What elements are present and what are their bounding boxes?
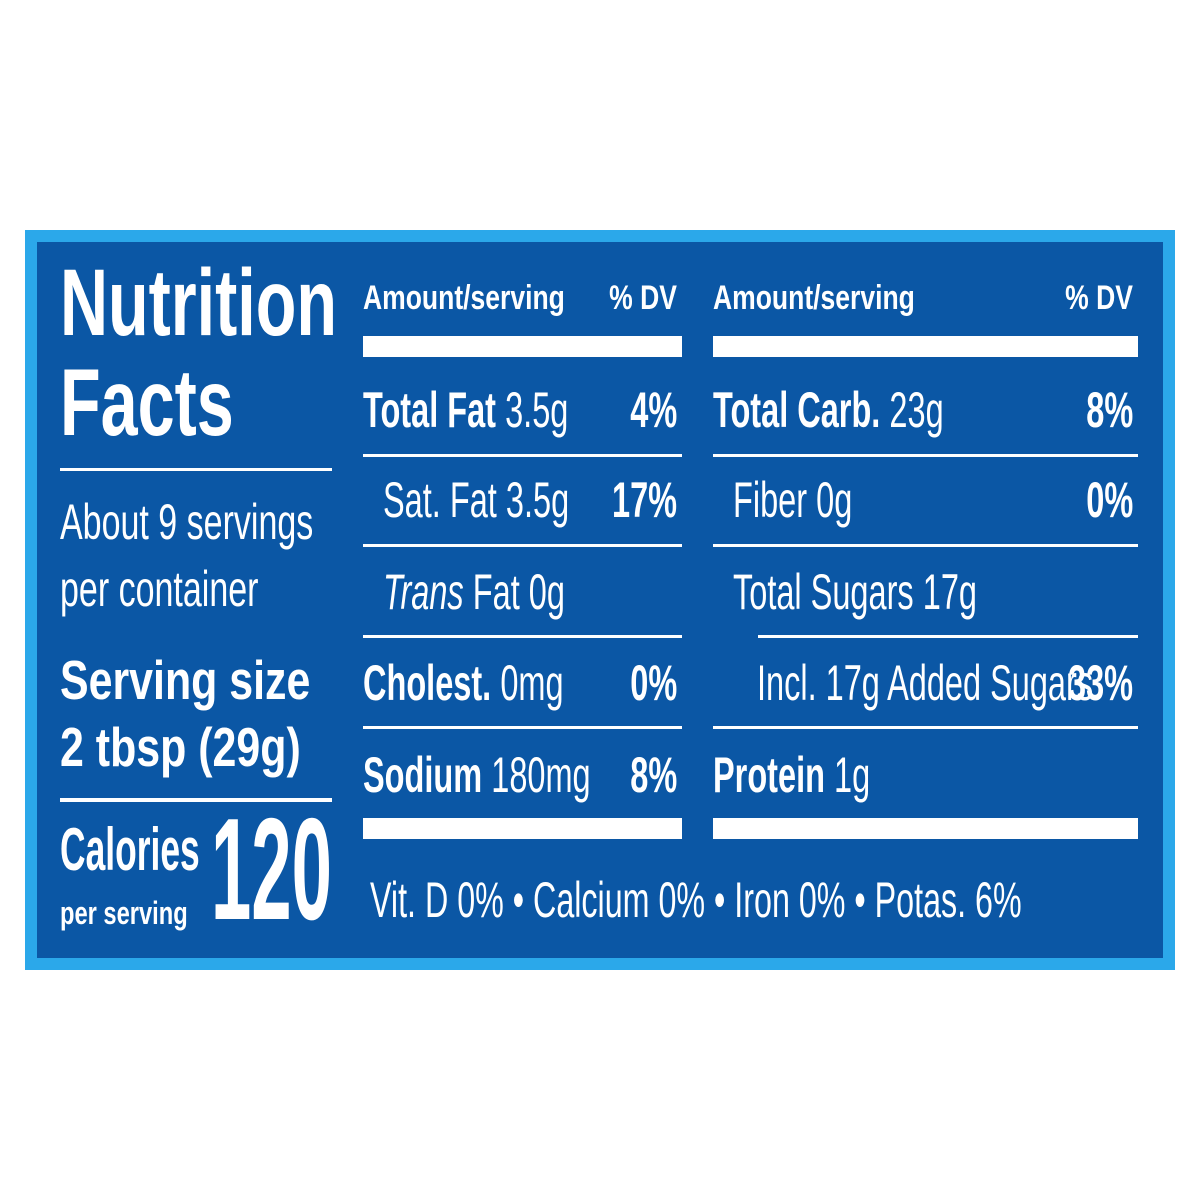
nutrient-name: Total Fat xyxy=(363,382,497,438)
nutrient-name: Fiber xyxy=(733,472,808,528)
header-amount: Amount/serving xyxy=(713,278,915,317)
divider xyxy=(60,468,332,471)
thick-rule xyxy=(713,818,1138,839)
row-rule xyxy=(713,454,1138,457)
nutrient-name: Protein xyxy=(713,747,825,803)
nutrient-row: Cholest. 0mg xyxy=(363,658,564,708)
nutrient-amount: 0g xyxy=(816,472,853,528)
nutrient-amount: 23g xyxy=(889,382,944,438)
nutrient-name: Sodium xyxy=(363,747,483,803)
title: Nutrition xyxy=(60,250,338,357)
nutrient-name: Sat. Fat xyxy=(383,472,497,528)
nutrient-amount: 180mg xyxy=(491,747,591,803)
header-dv: % DV xyxy=(1065,278,1133,317)
nutrient-dv: 33% xyxy=(1067,655,1133,711)
row-rule xyxy=(363,454,682,457)
row-rule xyxy=(713,544,1138,547)
serving-size-value: 2 tbsp (29g) xyxy=(60,715,301,778)
nutrient-row: Total Sugars 17g xyxy=(733,567,977,617)
nutrient-row: Sat. Fat 3.5g xyxy=(383,475,569,525)
nutrient-row: Total Carb. 23g xyxy=(713,385,944,435)
row-rule xyxy=(363,544,682,547)
nutrient-name: Trans xyxy=(383,564,464,620)
nutrient-amount: Fat 0g xyxy=(472,564,565,620)
servings: per container xyxy=(60,561,259,617)
nutrient-amount: 3.5g xyxy=(505,382,569,438)
calories-sublabel: per serving xyxy=(60,895,188,932)
nutrient-amount: 17g xyxy=(922,564,977,620)
thick-rule xyxy=(363,818,682,839)
nutrient-amount: 0mg xyxy=(500,655,564,711)
thick-rule xyxy=(713,336,1138,357)
nutrient-name: Total Carb. xyxy=(713,382,881,438)
nutrient-amount: 3.5g xyxy=(505,472,570,528)
row-rule xyxy=(363,726,682,729)
row-rule xyxy=(713,726,1138,729)
nutrient-dv: 4% xyxy=(630,382,677,438)
row-rule xyxy=(363,635,682,638)
serving-size-label: Serving size xyxy=(60,648,311,711)
calories-label: Calories xyxy=(60,816,200,884)
nutrient-row: Protein 1g xyxy=(713,750,870,800)
nutrient-row: Sodium 180mg xyxy=(363,750,591,800)
header-amount: Amount/serving xyxy=(363,278,565,317)
nutrient-row: Total Fat 3.5g xyxy=(363,385,568,435)
nutrient-row: Incl. 17g Added Sugars xyxy=(757,658,1093,708)
divider xyxy=(60,798,332,802)
title: Facts xyxy=(60,350,234,457)
servings: About 9 servings xyxy=(60,494,314,550)
nutrient-row: Fiber 0g xyxy=(733,475,852,525)
nutrient-amount: 1g xyxy=(834,747,871,803)
nutrient-name: Cholest. xyxy=(363,655,492,711)
footer: Vit. D 0% • Calcium 0% • Iron 0% • Potas… xyxy=(370,872,1022,928)
row-rule xyxy=(758,635,1138,638)
nutrient-dv: 8% xyxy=(630,747,677,803)
nutrient-dv: 0% xyxy=(630,655,677,711)
thick-rule xyxy=(363,336,682,357)
nutrient-name: Total Sugars xyxy=(733,564,914,620)
nutrient-dv: 0% xyxy=(1086,472,1133,528)
nutrient-row: Trans Fat 0g xyxy=(383,567,565,617)
nutrient-name: Incl. 17g Added Sugars xyxy=(757,655,1094,711)
calories-value: 120 xyxy=(211,788,332,951)
header-dv: % DV xyxy=(609,278,677,317)
nutrient-dv: 8% xyxy=(1086,382,1133,438)
nutrient-dv: 17% xyxy=(611,472,677,528)
